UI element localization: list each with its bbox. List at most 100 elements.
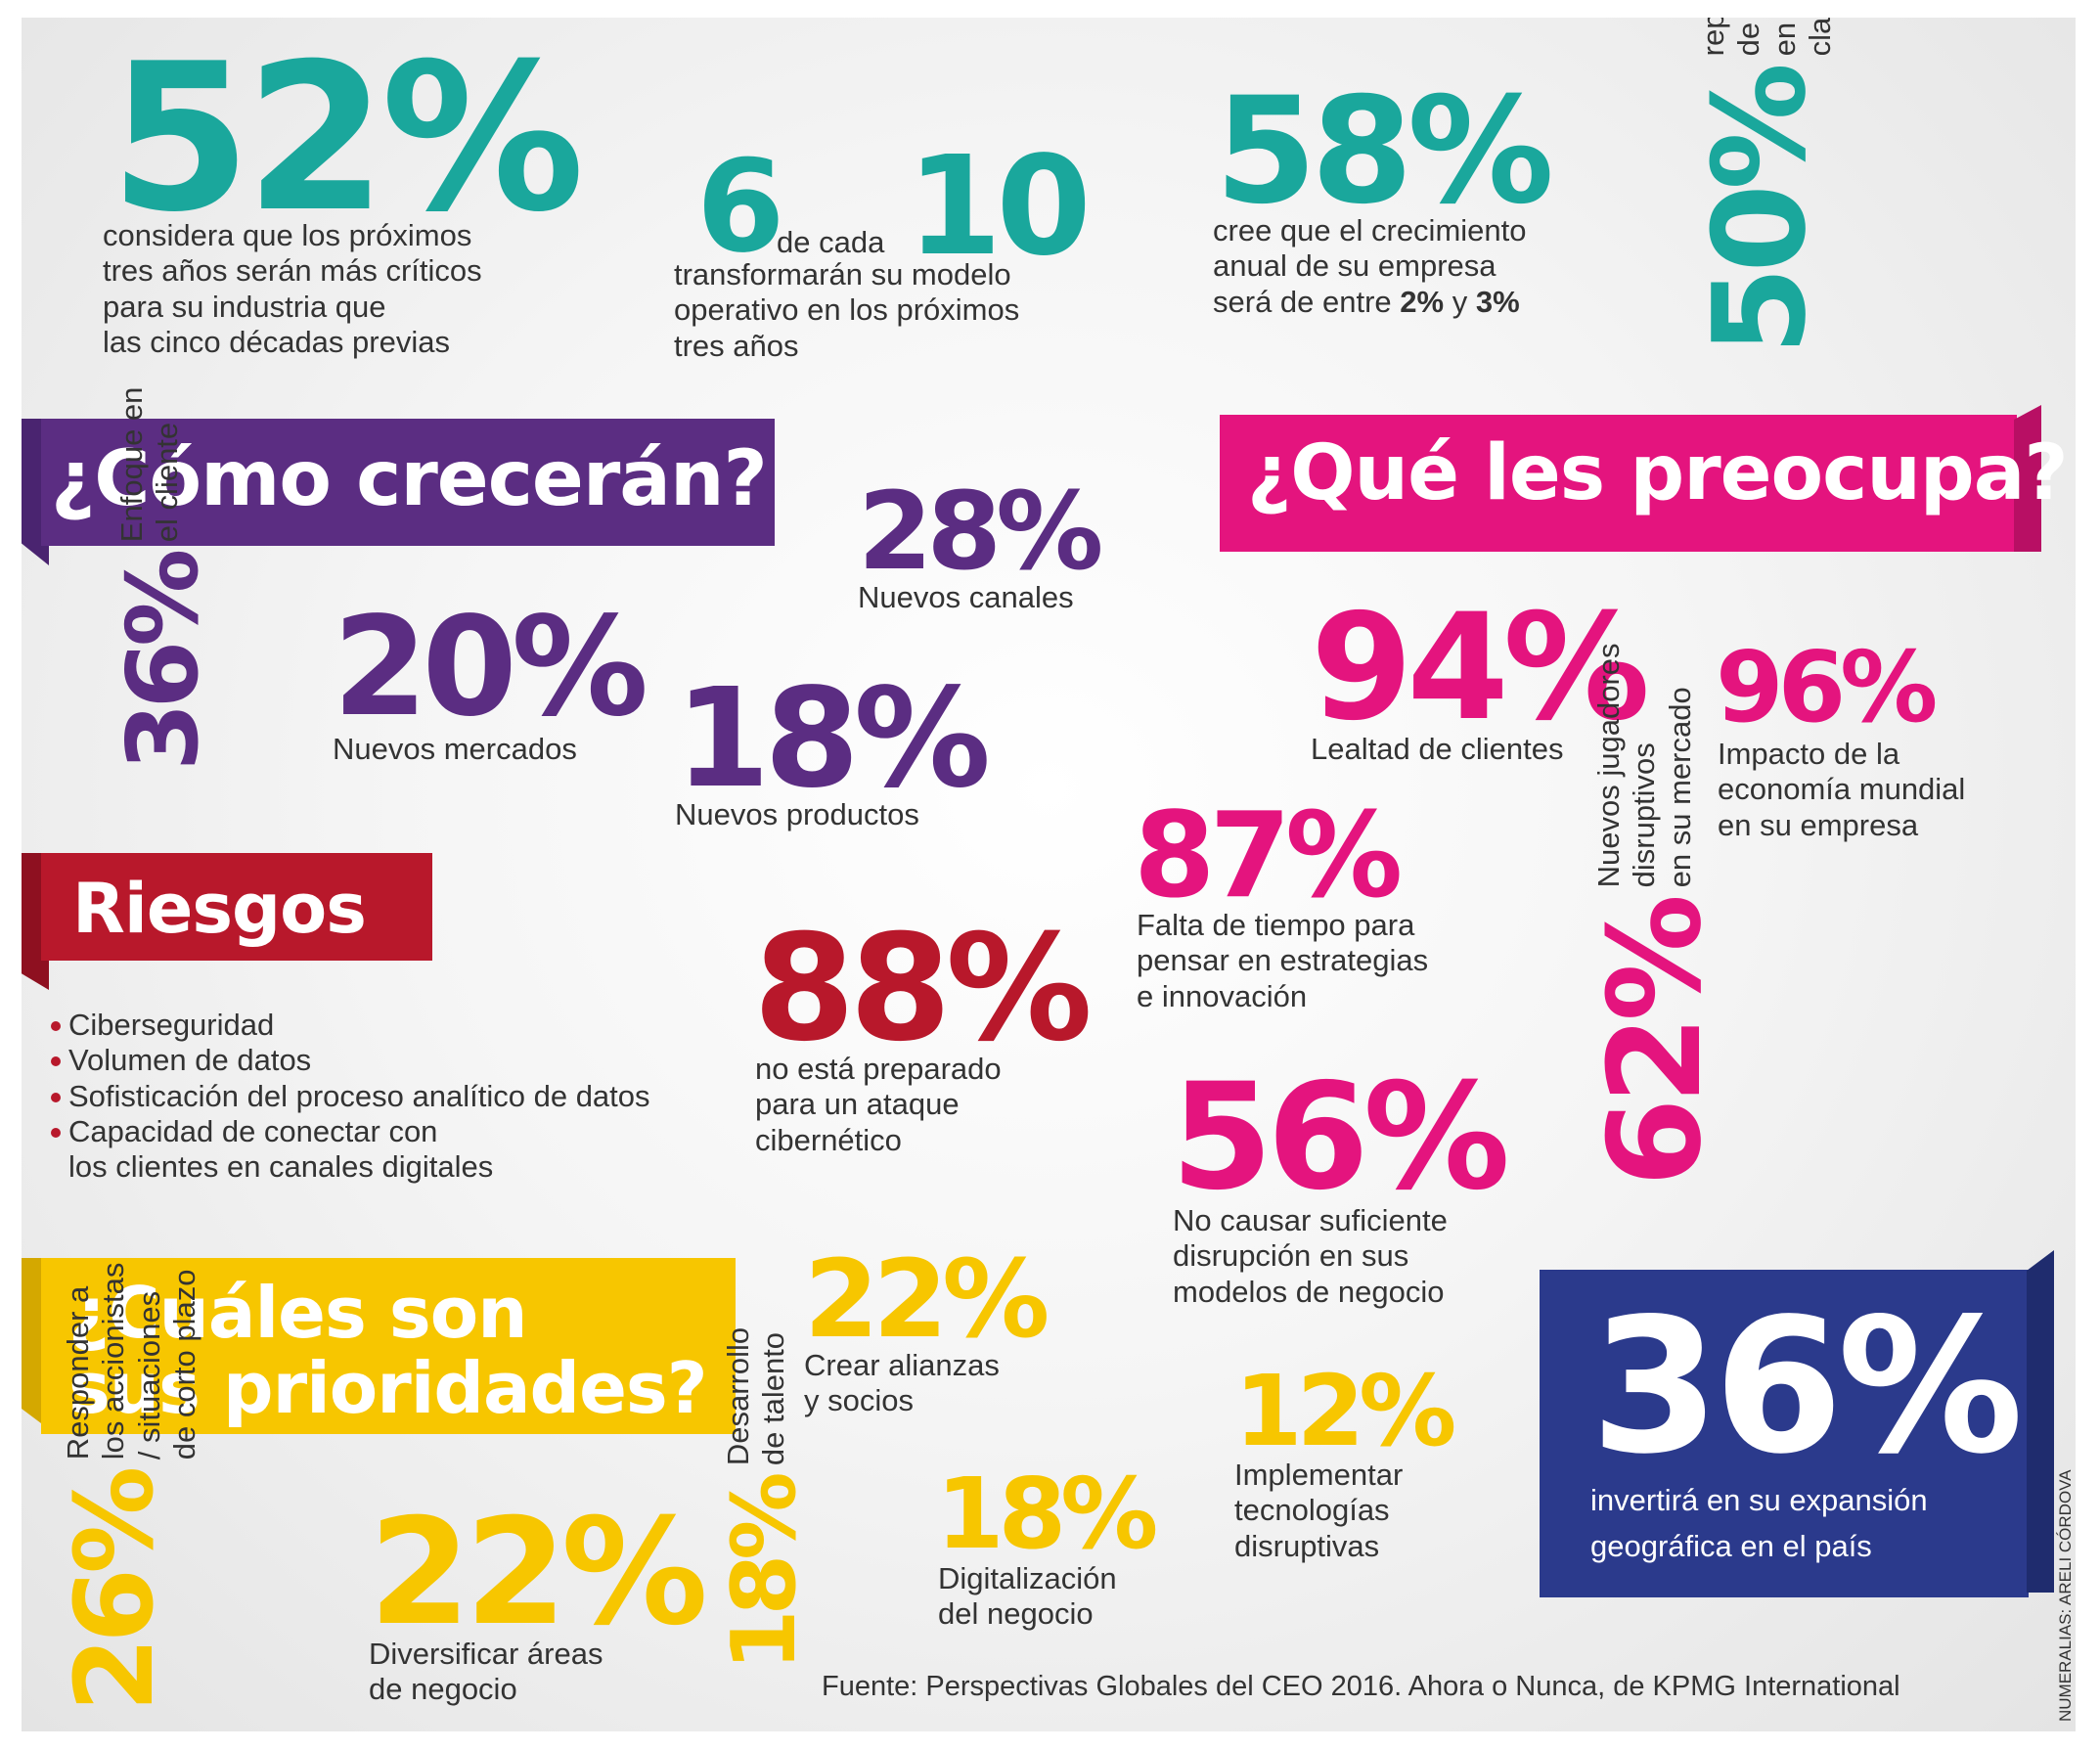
stat-18v-value: 18% [713,1477,816,1671]
banner-title-risks: Riesgos [72,869,367,949]
stat-62-line: en su mercado [1662,687,1697,888]
risk-item: Ciberseguridad [51,1008,650,1043]
bullet-icon [51,1056,61,1067]
stat-52-line: las cinco décadas previas [103,324,450,359]
stat-88-value: 88% [753,904,1093,1074]
banner-body [1220,415,2017,552]
stat-26-text: Responder a los accionistas / situacione… [61,1263,202,1460]
stat-56-text: No causar suficiente disrupción en sus m… [1173,1203,1448,1310]
stat-50-line: en funciones [1767,18,1803,56]
credit-vertical: NUMERALIAS: ARELI CÓRDOVA [2056,1469,2076,1722]
bullet-icon [51,1092,61,1102]
stat-52-text: considera que los próximos tres años ser… [103,218,482,360]
stat-58-line: anual de su empresa [1213,248,1497,284]
stat-26-line: los accionistas [96,1262,131,1460]
stat-6-value: 6 [696,132,785,281]
stat-12-text: Implementar tecnologías disruptivas [1234,1458,1403,1564]
stat-18v-vertical: 18% Desarrollo de talento [713,1327,816,1671]
risk-item: Sofisticación del proceso analítico de d… [51,1079,650,1114]
expansion-box-body [1540,1270,2029,1597]
stat-10-value: 10 [907,127,1092,287]
stat-96-value: 96% [1716,630,1938,744]
stat-26-value: 26% [52,1471,177,1712]
banner-body [41,1258,736,1434]
stat-22a-line: y socios [804,1383,914,1418]
stat-18d-text: Digitalización del negocio [938,1561,1117,1633]
stat-22a-text: Crear alianzas y socios [804,1348,1000,1419]
stat-22b-text: Diversificar áreas de negocio [369,1637,603,1708]
stat-12-line: disruptivas [1234,1528,1380,1563]
stat-50-line: de habilidades [1731,18,1766,56]
stat-6-mid: de cada [777,225,885,259]
stat-87-line: pensar en estrategias [1137,943,1429,978]
stat-18d-value: 18% [936,1457,1158,1571]
stat-52-value: 52% [110,21,585,257]
stat-50-value: 50% [1685,67,1834,355]
stat-20-label: Nuevos mercados [333,732,577,766]
stat-50-line: clave de negocio [1803,18,1838,56]
stat-56-value: 56% [1171,1053,1510,1223]
bullet-icon [51,1127,61,1138]
expansion-box-tab [2027,1250,2054,1593]
source-note: Fuente: Perspectivas Globales del CEO 20… [822,1671,1900,1702]
stat-22a-line: Crear alianzas [804,1348,1000,1382]
stat-94-label: Lealtad de clientes [1311,732,1564,766]
stat-28-value: 28% [858,469,1103,594]
risk-item: Volumen de datos [51,1043,650,1078]
stat-88-line: cibernético [755,1122,902,1157]
stat-18v-line: de talento [756,1331,791,1466]
risk-item: Capacidad de conectar con [51,1114,650,1149]
stat-56-line: No causar suficiente [1173,1203,1448,1237]
stat-20-value: 20% [333,588,648,747]
expansion-text: invertirá en su expansión geográfica en … [1590,1478,1928,1569]
stat-6of10-line: transformarán su modelo [674,257,1011,292]
stat-12-value: 12% [1234,1354,1456,1468]
stat-58-value: 58% [1215,67,1554,237]
stat-58-line: será de entre 2% y 3% [1213,284,1520,319]
stat-22a-value: 22% [804,1236,1050,1362]
stat-58-text: cree que el crecimiento anual de su empr… [1213,213,1527,320]
range-high: 3% [1475,284,1520,319]
stat-62-text: Nuevos jugadores disruptivos en su merca… [1591,643,1698,887]
stat-88-line: no está preparado [755,1052,1002,1086]
stat-26-line: de corto plazo [166,1269,201,1460]
stat-18-value: 18% [675,659,991,819]
stat-87-text: Falta de tiempo para pensar en estrategi… [1137,908,1428,1014]
stat-28-label: Nuevos canales [858,580,1074,614]
stat-87-line: e innovación [1137,978,1308,1013]
stat-50-text: reporta escasez de habilidades en funcio… [1696,18,1838,56]
stat-18-label: Nuevos productos [675,797,919,831]
banner-title-line: ¿Cuáles son [68,1272,527,1354]
stat-62-value: 62% [1581,899,1729,1187]
stat-26-vertical: 26% Responder a los accionistas / situac… [52,1263,202,1712]
credit-text: NUMERALIAS: ARELI CÓRDOVA [2056,1469,2075,1722]
stat-22b-line: Diversificar áreas [369,1637,603,1671]
expansion-box: 36% invertirá en su expansión geográfica… [1540,1250,2056,1597]
stat-96-line: Impacto de la [1718,737,1900,771]
stat-52-line: para su industria que [103,289,386,324]
stat-52-line: tres años serán más críticos [103,253,482,289]
stat-26-line: / situaciones [131,1290,166,1460]
stat-22b-value: 22% [369,1488,708,1658]
stat-6of10-text: transformarán su modelo operativo en los… [674,257,1019,364]
expansion-line: geográfica en el país [1590,1528,1872,1563]
banner-title-priorities: ¿Cuáles son sus prioridades? [68,1272,708,1426]
stat-36-line: el cliente [150,422,185,543]
section-banner-priorities: ¿Cuáles son sus prioridades? [22,1258,736,1434]
stat-18d-line: Digitalización [938,1561,1117,1595]
stat-87-line: Falta de tiempo para [1137,908,1415,942]
infographic-canvas: 52% considera que los próximos tres años… [22,18,2076,1731]
stat-36-vertical: 36% Enfoque en el cliente [106,387,220,771]
expansion-line: invertirá en su expansión [1590,1483,1928,1517]
stat-12-line: Implementar [1234,1458,1404,1492]
stat-94-value: 94% [1311,583,1650,753]
stat-6of10-line: tres años [674,328,799,363]
stat-12-line: tecnologías [1234,1493,1390,1528]
stat-52-line: considera que los próximos [103,218,472,252]
stat-88-line: para un ataque [755,1087,960,1122]
stat-18v-text: Desarrollo de talento [721,1327,792,1465]
stat-62-line: disruptivos [1627,742,1662,888]
stat-18d-line: del negocio [938,1596,1094,1632]
stat-18v-line: Desarrollo [721,1326,755,1466]
stat-56-line: modelos de negocio [1173,1274,1445,1309]
